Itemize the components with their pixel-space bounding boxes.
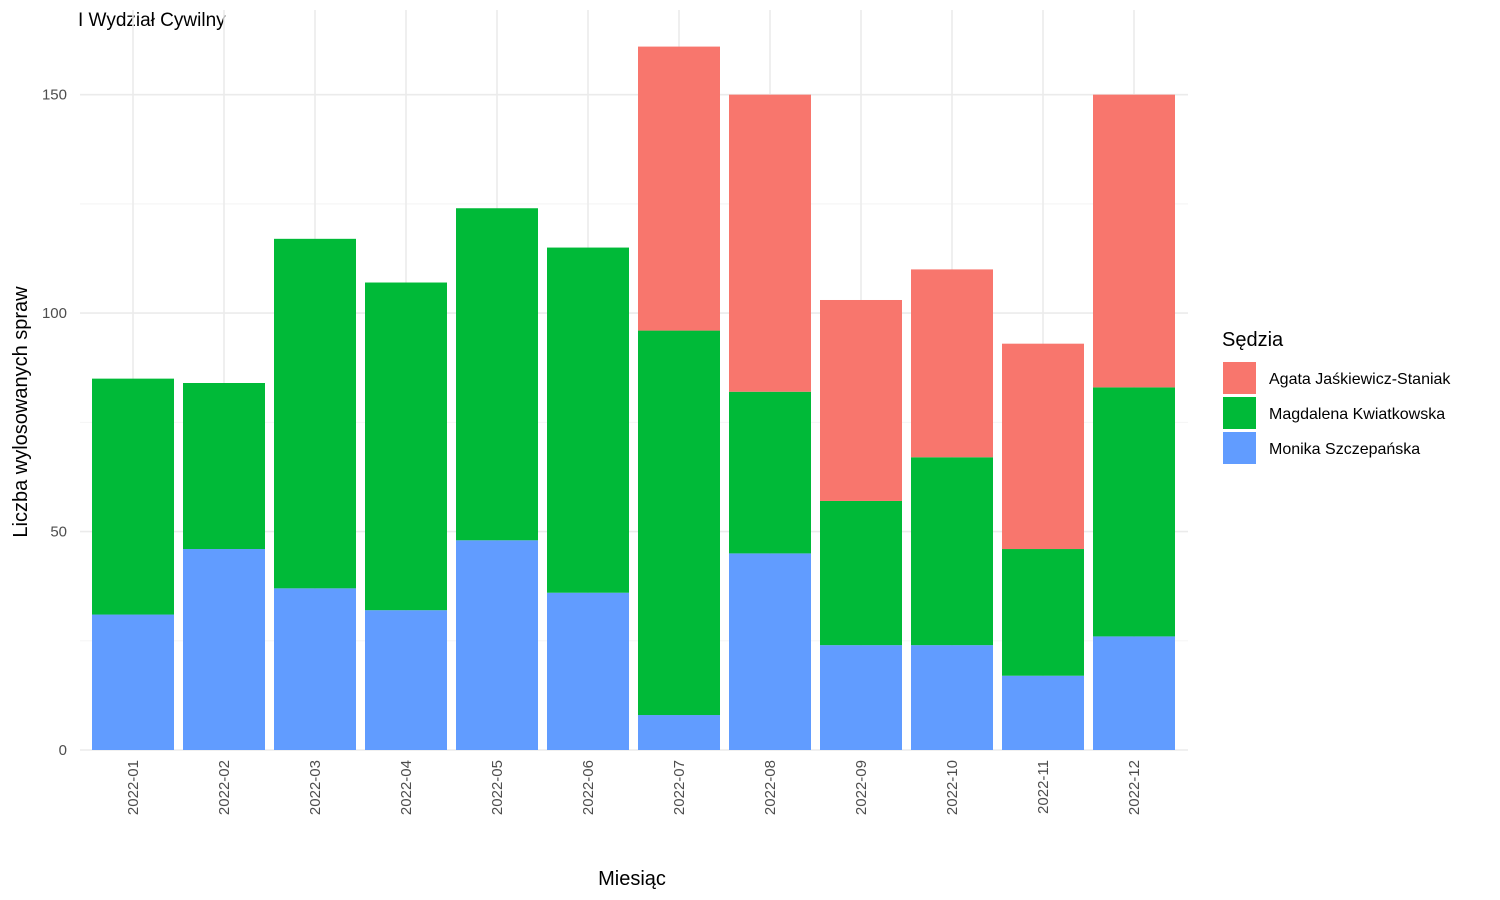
bar-segment-2022-07-s0	[638, 715, 720, 750]
bars	[92, 46, 1175, 750]
legend-title: Sędzia	[1222, 329, 1284, 351]
bar-segment-2022-10-s0	[911, 645, 993, 750]
bar-segment-2022-04-s1	[365, 282, 447, 611]
bar-segment-2022-01-s1	[92, 378, 174, 615]
bar-segment-2022-11-s0	[1002, 675, 1084, 750]
bar-segment-2022-07-s1	[638, 330, 720, 716]
y-tick-label: 100	[42, 305, 67, 322]
legend-key	[1223, 432, 1256, 464]
bar-segment-2022-12-s1	[1093, 387, 1175, 637]
bar-segment-2022-10-s1	[911, 457, 993, 646]
bar-segment-2022-08-s1	[729, 391, 811, 554]
bar-segment-2022-11-s1	[1002, 549, 1084, 676]
y-tick-label: 150	[42, 87, 67, 104]
bar-segment-2022-08-s2	[729, 94, 811, 392]
legend: Sędzia Agata Jaśkiewicz-Staniak Magdalena…	[1222, 329, 1451, 464]
legend-label: Magdalena Kwiatkowska	[1269, 406, 1445, 423]
bar-segment-2022-12-s2	[1093, 94, 1175, 388]
x-tick-label: 2022-04	[398, 760, 415, 815]
x-axis-title: Miesiąc	[598, 868, 666, 890]
bar-segment-2022-09-s1	[820, 500, 902, 646]
x-tick-label: 2022-02	[216, 760, 233, 815]
x-tick-label: 2022-11	[1035, 760, 1052, 814]
bar-segment-2022-02-s0	[183, 549, 265, 750]
legend-label: Agata Jaśkiewicz-Staniak	[1269, 371, 1451, 388]
y-tick-label: 50	[50, 524, 67, 541]
x-tick-label: 2022-06	[580, 760, 597, 815]
bar-segment-2022-12-s0	[1093, 636, 1175, 750]
x-axis-ticks: 2022-01 2022-02 2022-03 2022-04 2022-05 2022-…	[125, 760, 1143, 815]
bar-segment-2022-03-s0	[274, 588, 356, 750]
bar-segment-2022-08-s0	[729, 553, 811, 750]
bar-segment-2022-09-s0	[820, 645, 902, 750]
bar-segment-2022-07-s2	[638, 46, 720, 331]
chart-title: I Wydział Cywilny	[78, 10, 226, 31]
bar-segment-2022-05-s1	[456, 208, 538, 541]
bar-segment-2022-01-s0	[92, 614, 174, 750]
x-tick-label: 2022-09	[853, 760, 870, 815]
bar-segment-2022-03-s1	[274, 238, 356, 589]
bar-segment-2022-06-s1	[547, 247, 629, 593]
y-tick-label: 0	[59, 742, 67, 759]
x-tick-label: 2022-08	[762, 760, 779, 815]
legend-key	[1223, 397, 1256, 429]
bar-segment-2022-10-s2	[911, 269, 993, 458]
bar-segment-2022-05-s0	[456, 540, 538, 750]
x-tick-label: 2022-05	[489, 760, 506, 815]
x-tick-label: 2022-10	[944, 760, 961, 815]
legend-key	[1223, 362, 1256, 394]
bar-segment-2022-02-s1	[183, 383, 265, 550]
x-tick-label: 2022-03	[307, 760, 324, 815]
x-tick-label: 2022-12	[1126, 760, 1143, 815]
bar-segment-2022-11-s2	[1002, 343, 1084, 550]
y-axis-title: Liczba wylosowanych spraw	[10, 286, 32, 538]
x-tick-label: 2022-01	[125, 760, 142, 815]
y-axis-ticks: 0 50 100 150	[42, 87, 67, 759]
legend-label: Monika Szczepańska	[1269, 441, 1420, 458]
bar-segment-2022-09-s2	[820, 299, 902, 501]
bar-segment-2022-06-s0	[547, 592, 629, 750]
x-tick-label: 2022-07	[671, 760, 688, 815]
bar-segment-2022-04-s0	[365, 610, 447, 750]
